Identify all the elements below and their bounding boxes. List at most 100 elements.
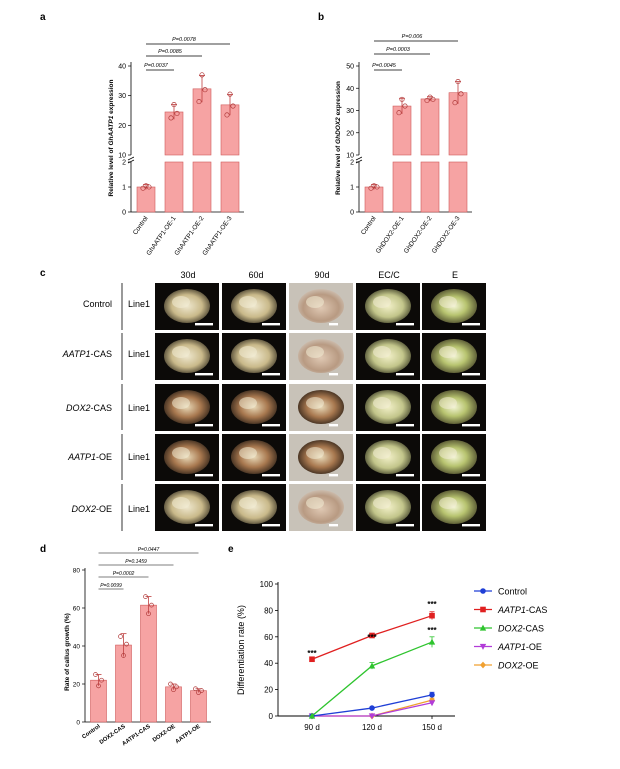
y-tick-label: 40 [264,659,273,668]
axis-break-gap [362,157,470,160]
y-tick-label: 10 [118,153,126,160]
panel-c-row-labels: Control AATP1-CAS DOX2-CAS AATP1-OE DOX2… [62,283,150,531]
p-value-label: P=0.0037 [144,63,169,69]
y-tick-label: 100 [260,580,274,589]
data-point [399,96,405,102]
data-point [168,681,173,687]
col-header-ec-c: EC/C [378,270,400,280]
data-point [140,185,146,191]
photo-r1-c5 [422,283,486,330]
data-point [458,91,464,97]
photo-r5-c4 [356,484,420,531]
bar [115,644,132,723]
y-tick-label: 10 [346,153,354,160]
scale-bar [262,524,280,527]
data-point [429,692,435,698]
axis-break-mark [355,156,363,164]
data-point [424,97,430,104]
panel-label-c: c [40,268,46,279]
legend-gene: AATP1 [497,605,526,615]
bar [364,186,384,213]
x-tick-label: 150 d [422,723,442,732]
bar-lower-segment [220,161,240,213]
data-point [308,712,316,719]
bar [165,686,182,723]
col-header-e: E [452,270,458,280]
scale-bar [329,474,338,477]
data-point [124,641,129,647]
panel-a-chart: 40302010210ControlGhAATP1-OE-1GhAATP1-OE… [118,37,244,257]
panel-label-d: d [40,544,46,555]
y-tick-label: 0 [350,210,354,217]
data-point [96,683,101,689]
y-tick-label: 20 [346,130,354,137]
y-tick-label: 0 [76,720,80,727]
scale-bar [462,474,480,477]
photo-r1-c2 [222,283,286,330]
significance-marker: *** [427,626,437,635]
data-point [143,183,149,189]
legend-suffix: Control [498,587,527,597]
scale-bar [262,323,280,326]
panel-e-legend: Control AATP1-CAS DOX2-CAS AATP1-OE DOX2-OE [474,587,547,671]
callus-highlight [239,346,257,358]
line-label: Line1 [128,452,150,462]
col-header-90d: 90d [314,270,329,280]
y-tick-label: 1 [122,185,126,192]
callus-highlight [306,397,324,409]
y-tick-label: 40 [118,64,126,71]
y-tick-label: 20 [118,123,126,130]
data-point [430,96,436,102]
photo-r3-c5 [422,384,486,431]
callus-highlight [239,397,257,409]
scale-bar [396,323,414,326]
callus-highlight [172,397,190,409]
legend-suffix: -CAS [526,605,548,615]
callus-highlight [306,497,324,509]
data-point [224,112,230,118]
data-point [196,99,202,105]
bar-lower-segment [420,161,440,213]
p-value-label: P=0.0045 [372,63,397,69]
legend-label: DOX2-CAS [498,624,544,634]
legend-label: DOX2-OE [498,661,539,671]
photo-r5-c3 [289,484,353,531]
photo-r3-c3 [289,384,353,431]
data-point [396,110,402,116]
data-point [402,103,408,109]
callus-highlight [239,447,257,459]
line-label: Line1 [128,504,150,514]
significance-marker: *** [427,600,437,609]
y-tick-label: 1 [350,185,354,192]
line-label: Line1 [128,349,150,359]
scale-bar [262,474,280,477]
callus-highlight [439,346,457,358]
legend-label: AATP1-OE [497,642,542,652]
data-point [99,677,104,683]
p-value-label: P=0.0447 [138,547,160,553]
callus-highlight [172,346,190,358]
photo-r2-c2 [222,333,286,380]
photo-r5-c2 [222,484,286,531]
data-point [374,184,380,190]
data-point [121,653,126,658]
x-tick-label: GhAATP1-OE-2 [173,215,205,257]
x-tick-label: GhAATP1-OE-1 [145,215,177,257]
data-point [480,588,486,594]
callus-highlight [439,447,457,459]
bar-lower-segment [164,161,184,213]
photo-r2-c3 [289,333,353,380]
photo-r4-c4 [356,434,420,481]
y-tick-label: 20 [264,686,273,695]
panel-d-ylabel: Rate of callus growth (%) [64,613,71,691]
photo-r4-c5 [422,434,486,481]
scale-bar [195,424,213,427]
scale-bar [396,474,414,477]
bar-lower-segment [392,161,412,213]
scale-bar [329,424,338,427]
y-tick-label: 60 [73,606,81,613]
x-tick-label: 120 d [362,723,382,732]
data-point [146,184,152,190]
panel-e-chart: 100 80 60 40 20 0 90 d 120 d 150 d *** *** *** *** [260,580,455,732]
